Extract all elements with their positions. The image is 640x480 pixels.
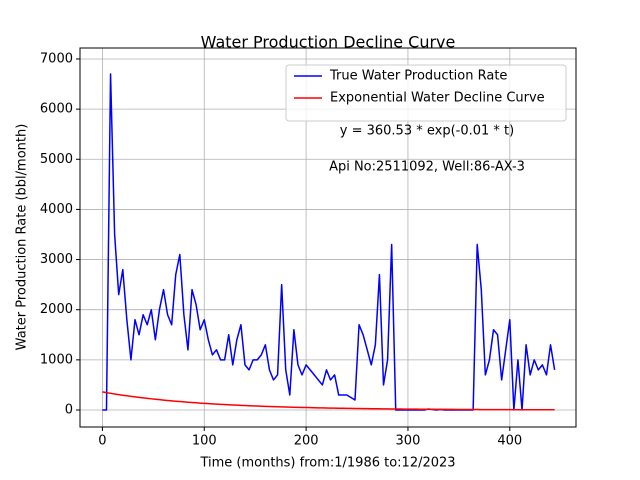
legend: True Water Production Rate Exponential Wa…	[285, 64, 567, 122]
equation-annotation: y = 360.53 * exp(-0.01 * t)	[340, 124, 514, 139]
y-tick-label: 1000	[40, 352, 73, 367]
legend-box	[285, 64, 567, 122]
y-tick-label: 6000	[40, 102, 73, 117]
series-line	[102, 391, 555, 411]
y-tick-label: 3000	[40, 252, 73, 267]
plot-area	[102, 73, 556, 411]
y-tick-label: 0	[65, 403, 73, 418]
x-tick-label: 200	[294, 434, 319, 449]
axes-frame	[79, 47, 577, 428]
legend-label: True Water Production Rate	[329, 69, 507, 84]
y-tick-label: 2000	[40, 302, 73, 317]
chart-title: Water Production Decline Curve	[201, 33, 456, 52]
x-tick-label: 0	[98, 434, 106, 449]
y-tick-label: 7000	[40, 51, 73, 66]
series-line	[102, 73, 556, 411]
x-axis-label: Time (months) from:1/1986 to:12/2023	[199, 456, 455, 471]
y-tick-label: 5000	[40, 152, 73, 167]
y-axis-label: Water Production Rate (bbl/month)	[15, 124, 30, 351]
well-annotation: Api No:2511092, Well:86-AX-3	[329, 160, 525, 175]
y-tick-label: 4000	[40, 202, 73, 217]
x-tick-label: 300	[396, 434, 421, 449]
x-tick-label: 400	[497, 434, 522, 449]
legend-label: Exponential Water Decline Curve	[330, 91, 545, 106]
x-tick-label: 100	[192, 434, 217, 449]
